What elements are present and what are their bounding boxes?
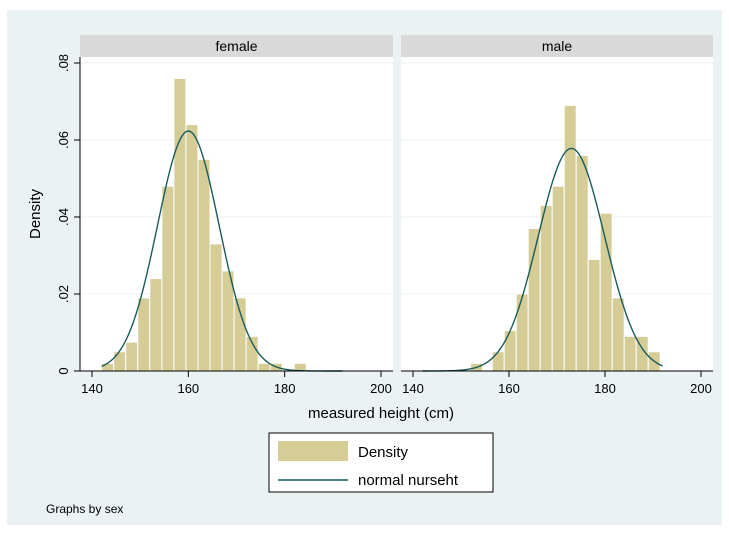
panel-header <box>401 35 713 57</box>
histogram-bar <box>197 158 211 372</box>
histogram-bar <box>149 278 163 372</box>
y-tick-label: .04 <box>56 208 71 226</box>
x-tick-label: 200 <box>690 381 712 396</box>
histogram-bar <box>587 258 601 372</box>
x-tick-label: 180 <box>274 381 296 396</box>
histogram-bar <box>113 351 127 372</box>
histogram-bar <box>137 297 151 372</box>
histogram-bar <box>599 212 613 372</box>
histogram-bar <box>257 362 271 372</box>
y-tick-label: .02 <box>56 285 71 303</box>
histogram-bar <box>125 341 139 372</box>
legend-label-density: Density <box>358 444 409 461</box>
histogram-bar <box>161 185 175 372</box>
x-tick-label: 160 <box>498 381 520 396</box>
x-tick-label: 140 <box>402 381 424 396</box>
x-tick-label: 140 <box>81 381 103 396</box>
legend-label-normal: normal nurseht <box>358 472 459 489</box>
histogram-bar <box>575 154 589 372</box>
histogram-bar <box>491 351 505 372</box>
x-tick-label: 180 <box>594 381 616 396</box>
panel-title: female <box>215 38 257 54</box>
y-axis-label: Density <box>27 188 44 239</box>
histogram-bar <box>185 124 199 372</box>
x-tick-label: 200 <box>370 381 392 396</box>
histogram-bar <box>209 243 223 372</box>
histogram-bar <box>173 77 187 372</box>
histogram-bar <box>101 362 115 372</box>
y-tick-label: .08 <box>56 54 71 72</box>
legend-swatch-density <box>278 441 348 461</box>
histogram-bar <box>623 335 637 372</box>
panel-title: male <box>542 38 573 54</box>
x-tick-label: 160 <box>177 381 199 396</box>
x-axis-label: measured height (cm) <box>308 405 454 422</box>
histogram-bar <box>515 293 529 372</box>
panel-header <box>80 35 393 57</box>
histogram-bar <box>233 297 247 372</box>
histogram-bar <box>611 297 625 372</box>
graph-note: Graphs by sex <box>46 502 123 516</box>
histogram-bar <box>503 330 517 372</box>
histogram-bar <box>563 104 577 372</box>
normal-curve <box>422 147 663 372</box>
y-tick-label: 0 <box>56 367 71 374</box>
histogram-bar <box>539 204 553 372</box>
y-tick-label: .06 <box>56 131 71 149</box>
histogram-bar <box>551 185 565 372</box>
